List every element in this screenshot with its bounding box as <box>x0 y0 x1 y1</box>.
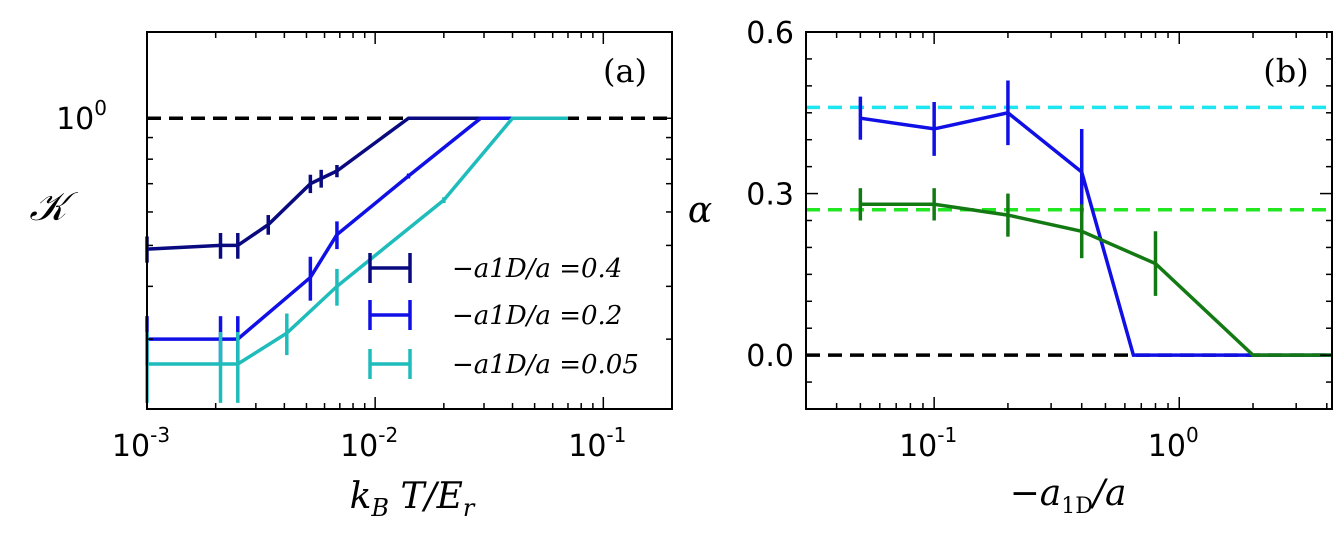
legend-label-0: −a1D/a =0.4 <box>452 254 622 284</box>
legend-label-1: −a1D/a =0.2 <box>452 301 622 331</box>
y-tick-label-a-0: 100 <box>56 96 107 137</box>
legend-label-2: −a1D/a =0.05 <box>452 350 639 380</box>
x-tick-label-b-0: 10-1 <box>899 423 957 464</box>
panel-a-frame <box>146 31 673 410</box>
x-tick-label-b-1: 100 <box>1148 423 1199 464</box>
series-line-b-0 <box>860 110 1332 357</box>
panel-a-label: (a) <box>603 52 647 90</box>
x-tick-label-a-2: 10-1 <box>568 423 626 464</box>
y-axis-label-b: α <box>688 190 712 231</box>
panel-b-frame <box>805 31 1333 410</box>
series-line-a-2 <box>147 116 568 366</box>
panel-a: −a1D/a =0.4 −a1D/a =0.2 −a1D/a =0.05 10-3 1… <box>29 31 673 522</box>
y-axis-label-a: 𝒦 <box>29 184 78 230</box>
x-tick-label-a-0: 10-3 <box>112 423 170 464</box>
x-axis-label-b: −a1D/a <box>1010 473 1127 519</box>
x-tick-label-a-1: 10-2 <box>340 423 398 464</box>
legend: −a1D/a =0.4 −a1D/a =0.2 −a1D/a =0.05 <box>368 253 639 380</box>
panel-b-label: (b) <box>1263 52 1308 90</box>
x-axis-label-a: kB T/Er <box>350 476 476 522</box>
y-tick-label-b-0: 0.0 <box>746 339 794 374</box>
y-tick-label-b-2: 0.6 <box>746 16 794 51</box>
series-line-a-1 <box>147 116 513 341</box>
panel-b: 10-1 100 0.0 0.3 0.6 (b) α −a1D/a <box>688 16 1333 519</box>
y-tick-label-b-1: 0.3 <box>746 178 794 213</box>
